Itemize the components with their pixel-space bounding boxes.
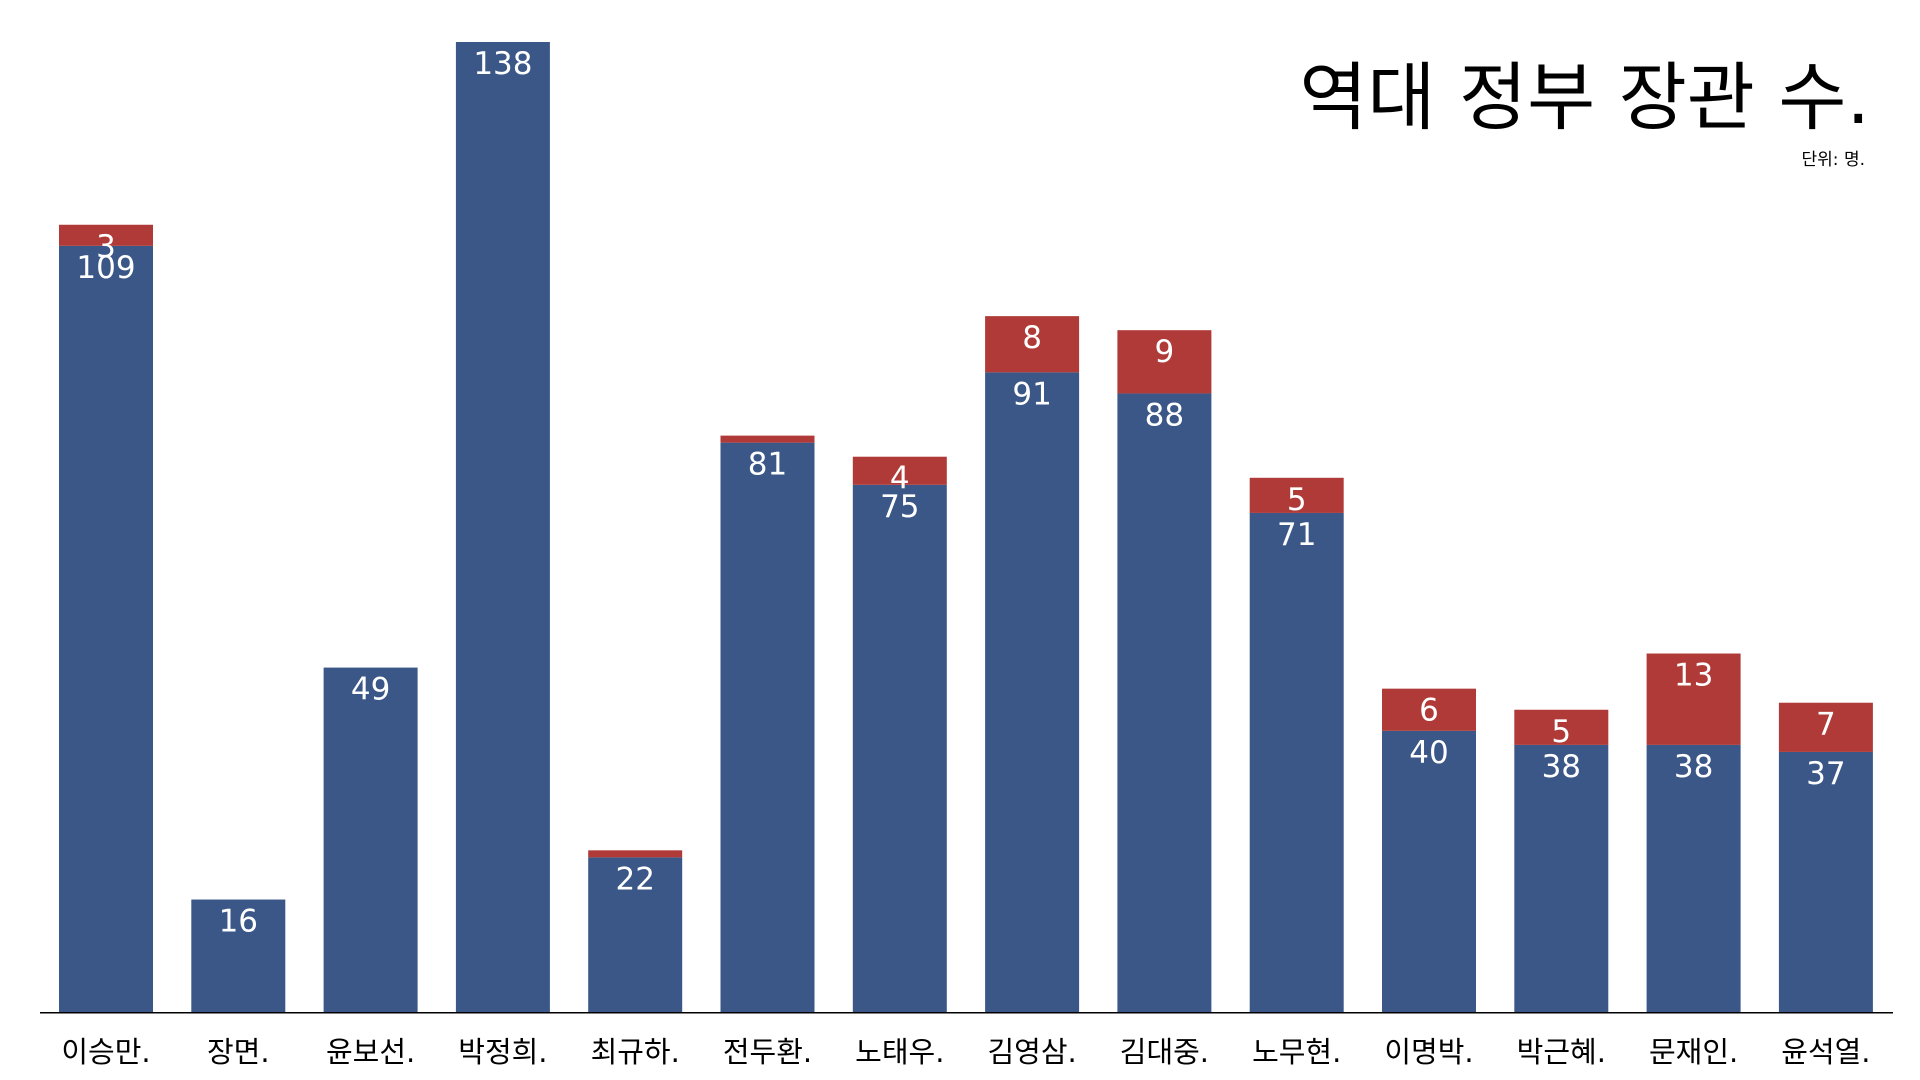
bar-segment-primary <box>455 42 550 1012</box>
x-tick-label: 윤보선. <box>326 1035 415 1069</box>
data-label: 71 <box>1277 517 1316 553</box>
x-tick-label: 박근혜. <box>1517 1035 1606 1069</box>
bar-segment-primary <box>1249 512 1344 1012</box>
bar-segment-secondary <box>852 456 947 485</box>
bar-segment-secondary <box>588 850 683 858</box>
x-tick-label: 노무현. <box>1252 1035 1341 1069</box>
x-tick-label: 이승만. <box>61 1035 150 1069</box>
bar-segment-primary <box>1646 744 1741 1012</box>
x-tick-label: 노태우. <box>855 1035 944 1069</box>
bar-segment-primary <box>1778 751 1873 1012</box>
x-tick-label: 김대중. <box>1120 1035 1209 1069</box>
chart-title: 역대 정부 장관 수. <box>1299 55 1870 141</box>
data-label: 9 <box>1155 334 1175 370</box>
bar-segment-secondary <box>720 435 815 443</box>
bar-segment-primary <box>852 484 947 1013</box>
data-label: 6 <box>1419 693 1439 729</box>
data-label: 88 <box>1145 397 1184 433</box>
data-label: 4 <box>890 461 910 497</box>
bar-segment-primary <box>323 667 418 1012</box>
bar-segment-secondary <box>1778 702 1873 752</box>
data-label: 5 <box>1551 714 1571 750</box>
data-label: 38 <box>1674 749 1713 785</box>
data-label: 91 <box>1012 376 1051 412</box>
x-tick-label-group: 이승만. 장면. 윤보선. 박정희. 최규하. 전두환. 노태우. 김영삼. 김대중. 노무현. 이… <box>61 1035 1870 1069</box>
bar-segment-primary <box>720 442 815 1012</box>
data-label: 5 <box>1287 482 1307 518</box>
bar-segment-secondary <box>59 224 153 246</box>
bar-segment-primary <box>1382 730 1476 1012</box>
x-tick-label: 윤석열. <box>1781 1035 1870 1069</box>
bar-segment-primary <box>985 372 1080 1012</box>
x-tick-label: 이명박. <box>1384 1035 1473 1069</box>
bar-segment-secondary <box>985 316 1080 373</box>
bar-segment-secondary <box>1514 709 1609 745</box>
bar-segment-secondary <box>1646 653 1741 745</box>
bar-segment-primary <box>1117 393 1212 1012</box>
bar-segment-primary <box>1514 744 1609 1012</box>
data-label: 13 <box>1674 658 1713 694</box>
x-tick-label: 박정희. <box>458 1035 547 1069</box>
x-tick-label: 문재인. <box>1649 1035 1738 1069</box>
bar-segment-primary <box>588 857 683 1012</box>
data-label: 138 <box>473 46 532 82</box>
bar-segment-secondary <box>1117 330 1212 394</box>
x-tick-label: 전두환. <box>723 1035 812 1069</box>
data-label: 37 <box>1806 756 1845 792</box>
data-label: 38 <box>1542 749 1581 785</box>
data-label: 49 <box>351 672 390 708</box>
data-label: 3 <box>96 229 116 265</box>
bar-segment-primary <box>191 899 286 1012</box>
data-label: 22 <box>615 861 654 897</box>
data-label: 81 <box>748 447 787 483</box>
data-label: 40 <box>1409 735 1448 771</box>
x-tick-label: 장면. <box>207 1035 270 1069</box>
chart-unit-label: 단위: 명. <box>1801 150 1865 170</box>
x-tick-label: 최규하. <box>591 1035 680 1069</box>
bar-segment-primary <box>59 245 153 1012</box>
x-tick-label: 김영삼. <box>987 1035 1076 1069</box>
data-label: 16 <box>219 904 258 940</box>
data-label: 8 <box>1022 320 1042 356</box>
data-label: 75 <box>880 489 919 525</box>
data-label: 7 <box>1816 707 1836 743</box>
bar-segment-secondary <box>1382 688 1476 731</box>
bar-segment-secondary <box>1249 477 1344 513</box>
bar-group <box>59 42 1873 1013</box>
data-label: 109 <box>76 250 135 286</box>
